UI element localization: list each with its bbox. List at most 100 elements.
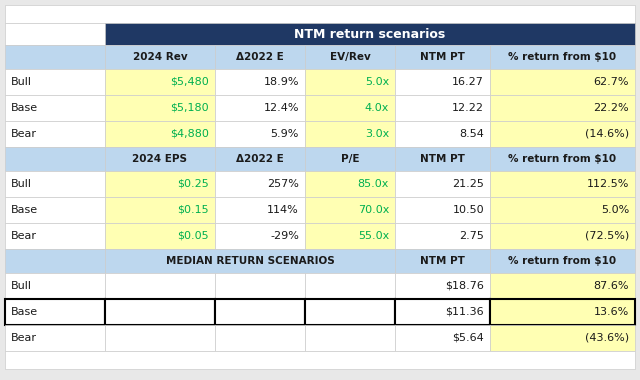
Bar (5, 121, 105, 147)
Text: 5.9%: 5.9% (271, 129, 299, 139)
Bar (105, 121, 215, 147)
Bar (305, 223, 395, 249)
Bar (215, 69, 305, 95)
Bar (395, 121, 490, 147)
Bar (105, 299, 215, 325)
Text: (14.6%): (14.6%) (585, 129, 629, 139)
Text: 2.75: 2.75 (459, 231, 484, 241)
Bar (305, 95, 395, 121)
Bar (490, 249, 635, 273)
Text: 8.54: 8.54 (459, 129, 484, 139)
Text: 4.0x: 4.0x (365, 103, 389, 113)
Bar (395, 197, 490, 223)
Bar (490, 45, 635, 69)
Bar (215, 299, 305, 325)
Text: $18.76: $18.76 (445, 281, 484, 291)
Text: $0.15: $0.15 (177, 205, 209, 215)
Bar (5, 325, 105, 351)
Bar (5, 351, 635, 369)
Text: Bear: Bear (11, 231, 37, 241)
Bar (5, 69, 105, 95)
Bar (395, 147, 490, 171)
Bar (215, 197, 305, 223)
Text: NTM return scenarios: NTM return scenarios (294, 27, 445, 41)
Text: Bull: Bull (11, 77, 32, 87)
Text: % return from $10: % return from $10 (508, 256, 616, 266)
Text: 10.50: 10.50 (452, 205, 484, 215)
Text: $11.36: $11.36 (445, 307, 484, 317)
Text: 12.22: 12.22 (452, 103, 484, 113)
Text: P/E: P/E (340, 154, 359, 164)
Text: 5.0%: 5.0% (601, 205, 629, 215)
Bar (105, 249, 395, 273)
Bar (105, 223, 215, 249)
Bar (5, 299, 105, 325)
Bar (490, 147, 635, 171)
Bar (215, 325, 305, 351)
Bar (490, 223, 635, 249)
Bar (215, 223, 305, 249)
Text: -29%: -29% (270, 231, 299, 241)
Text: 112.5%: 112.5% (587, 179, 629, 189)
Bar (5, 95, 105, 121)
Text: 85.0x: 85.0x (358, 179, 389, 189)
Bar (490, 121, 635, 147)
Text: 13.6%: 13.6% (594, 307, 629, 317)
Text: Δ2022 E: Δ2022 E (236, 154, 284, 164)
Text: $5,180: $5,180 (170, 103, 209, 113)
Bar (395, 95, 490, 121)
Text: 257%: 257% (267, 179, 299, 189)
Bar (5, 273, 105, 299)
Text: (43.6%): (43.6%) (585, 333, 629, 343)
Text: 22.2%: 22.2% (593, 103, 629, 113)
Text: NTM PT: NTM PT (420, 154, 465, 164)
Text: 16.27: 16.27 (452, 77, 484, 87)
Bar (395, 273, 490, 299)
Bar (305, 299, 395, 325)
Bar (215, 273, 305, 299)
Bar (105, 147, 215, 171)
Bar (105, 171, 215, 197)
Bar (105, 325, 215, 351)
Bar (305, 121, 395, 147)
Text: NTM PT: NTM PT (420, 52, 465, 62)
Text: $5.64: $5.64 (452, 333, 484, 343)
Text: % return from $10: % return from $10 (508, 52, 616, 62)
Text: 62.7%: 62.7% (593, 77, 629, 87)
Bar (305, 273, 395, 299)
Bar (490, 325, 635, 351)
Bar (215, 299, 305, 325)
Text: 5.0x: 5.0x (365, 77, 389, 87)
Bar (105, 23, 635, 45)
Bar (305, 147, 395, 171)
Bar (490, 95, 635, 121)
Text: MEDIAN RETURN SCENARIOS: MEDIAN RETURN SCENARIOS (166, 256, 334, 266)
Text: 18.9%: 18.9% (264, 77, 299, 87)
Bar (490, 299, 635, 325)
Bar (105, 273, 215, 299)
Bar (215, 171, 305, 197)
Text: (72.5%): (72.5%) (585, 231, 629, 241)
Bar (215, 121, 305, 147)
Bar (5, 197, 105, 223)
Text: NTM PT: NTM PT (420, 256, 465, 266)
Bar (490, 299, 635, 325)
Text: $5,480: $5,480 (170, 77, 209, 87)
Text: 2024 EPS: 2024 EPS (132, 154, 188, 164)
Bar (5, 299, 105, 325)
Text: $0.05: $0.05 (177, 231, 209, 241)
Bar (215, 147, 305, 171)
Text: Base: Base (11, 307, 38, 317)
Text: Base: Base (11, 205, 38, 215)
Bar (305, 299, 395, 325)
Bar (5, 23, 105, 45)
Bar (305, 197, 395, 223)
Bar (105, 95, 215, 121)
Text: 12.4%: 12.4% (264, 103, 299, 113)
Bar (105, 45, 215, 69)
Bar (490, 171, 635, 197)
Bar (490, 273, 635, 299)
Bar (395, 325, 490, 351)
Text: Bear: Bear (11, 129, 37, 139)
Bar (395, 249, 490, 273)
